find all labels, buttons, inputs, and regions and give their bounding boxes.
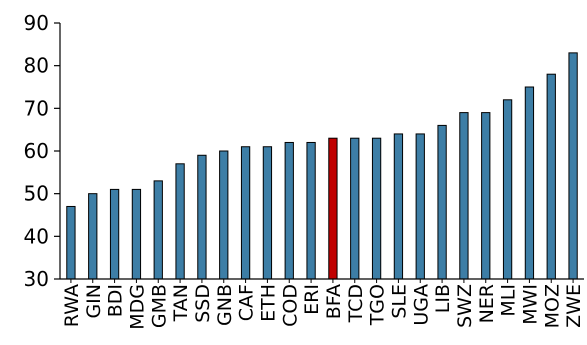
bar-eri (306, 141, 316, 280)
bars (66, 52, 578, 280)
category-label-sle: SLE (388, 284, 410, 319)
category-label-mli: MLI (498, 284, 520, 317)
category-label-caf: CAF (236, 284, 258, 321)
category-label-eri: ERI (301, 284, 323, 315)
bar-rwa (66, 205, 76, 280)
category-label-tcd: TCD (345, 284, 367, 323)
y-tick-label: 40 (24, 224, 49, 248)
category-label-bdi: BDI (105, 284, 127, 317)
category-label-mwi: MWI (519, 284, 541, 325)
bar-mwi (524, 86, 535, 280)
category-label-cod: COD (279, 284, 301, 327)
bar-mli (502, 99, 513, 280)
bar-tgo (371, 137, 382, 280)
category-label-zwe: ZWE (563, 284, 585, 328)
bar-sle (393, 133, 404, 280)
bar-moz (546, 73, 556, 280)
category-label-rwa: RWA (61, 284, 83, 327)
y-tick-label: 80 (24, 54, 49, 78)
category-label-tan: TAN (170, 284, 192, 322)
y-tick-label: 60 (24, 139, 49, 163)
bar-lib (437, 124, 447, 280)
y-tick-label: 90 (24, 11, 49, 35)
y-tick-label: 70 (24, 96, 49, 120)
bar-tcd (350, 137, 360, 280)
bar-cod (284, 141, 294, 280)
category-label-eth: ETH (257, 284, 279, 322)
category-label-moz: MOZ (541, 284, 563, 328)
bar-gin (88, 193, 98, 280)
y-axis: 30 40 50 60 70 80 90 (24, 11, 61, 291)
y-tick-label: 50 (24, 182, 49, 206)
bar-tan (175, 163, 185, 280)
bar-gnb (219, 150, 229, 280)
category-label-bfa: BFA (323, 284, 345, 319)
bar-caf (240, 146, 251, 280)
category-label-gin: GIN (83, 284, 105, 319)
category-label-tgo: TGO (367, 284, 389, 326)
bar-ssd (197, 154, 207, 280)
bar-gmb (153, 180, 163, 280)
bar-uga (415, 133, 425, 280)
bar-eth (262, 146, 273, 280)
category-label-swz: SWZ (454, 284, 476, 328)
y-tick-label: 30 (24, 267, 49, 291)
bar-zwe (568, 52, 578, 280)
bar-ner (481, 112, 491, 280)
category-label-mdg: MDG (126, 284, 148, 330)
bar-mdg (131, 188, 142, 280)
category-label-uga: UGA (410, 284, 432, 326)
bar-bdi (109, 188, 120, 280)
category-label-gmb: GMB (148, 284, 170, 328)
category-label-ner: NER (476, 284, 498, 323)
x-axis: RWA GIN BDI MDG GMB TAN SSD GNB CAF ETH COD ERI BFA T… (60, 278, 585, 330)
category-label-ssd: SSD (192, 284, 214, 323)
category-label-lib: LIB (432, 284, 454, 313)
category-label-gnb: GNB (214, 284, 236, 326)
bar-bfa (328, 137, 338, 280)
bar-swz (459, 112, 469, 280)
